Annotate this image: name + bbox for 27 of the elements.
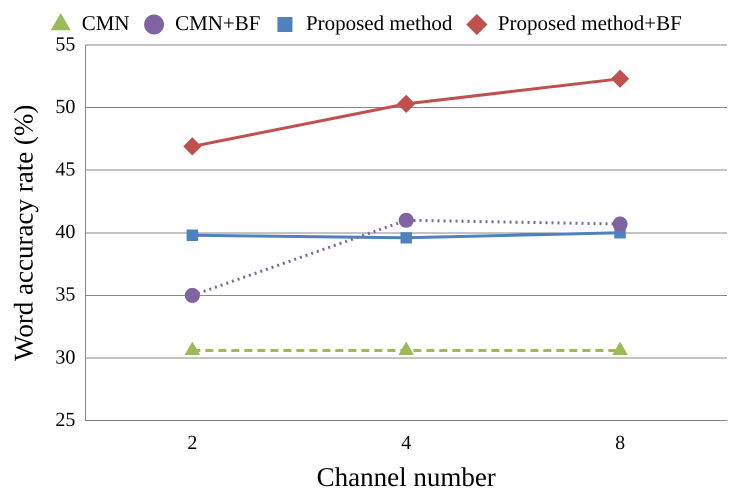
point (398, 95, 415, 112)
x-tick-label: 8 (615, 432, 626, 454)
y-tick-label: 45 (55, 158, 76, 180)
point (613, 342, 627, 355)
point (186, 342, 200, 355)
y-axis-title: Word accuracy rate (%) (8, 104, 38, 362)
point (398, 212, 414, 228)
point (184, 288, 200, 303)
y-tick-label: 40 (55, 221, 76, 244)
legend-label: CMN (82, 11, 130, 36)
y-tick-label: 25 (55, 408, 76, 431)
point (186, 230, 198, 242)
legend-label: CMN+BF (175, 11, 260, 36)
x-tick-label: 4 (401, 432, 412, 454)
y-tick-label: 55 (55, 33, 76, 56)
legend-label: Proposed method (306, 11, 453, 36)
point (400, 232, 412, 244)
point (400, 342, 413, 355)
y-tick-label: 35 (55, 284, 76, 306)
point (612, 70, 629, 88)
x-axis-title: Channel number (316, 462, 496, 492)
y-tick-label: 30 (55, 346, 76, 368)
point (184, 138, 201, 155)
legend-label: Proposed method+BF (498, 11, 682, 36)
x-tick-label: 2 (187, 432, 198, 454)
point (612, 216, 628, 232)
y-tick-label: 50 (55, 96, 76, 118)
